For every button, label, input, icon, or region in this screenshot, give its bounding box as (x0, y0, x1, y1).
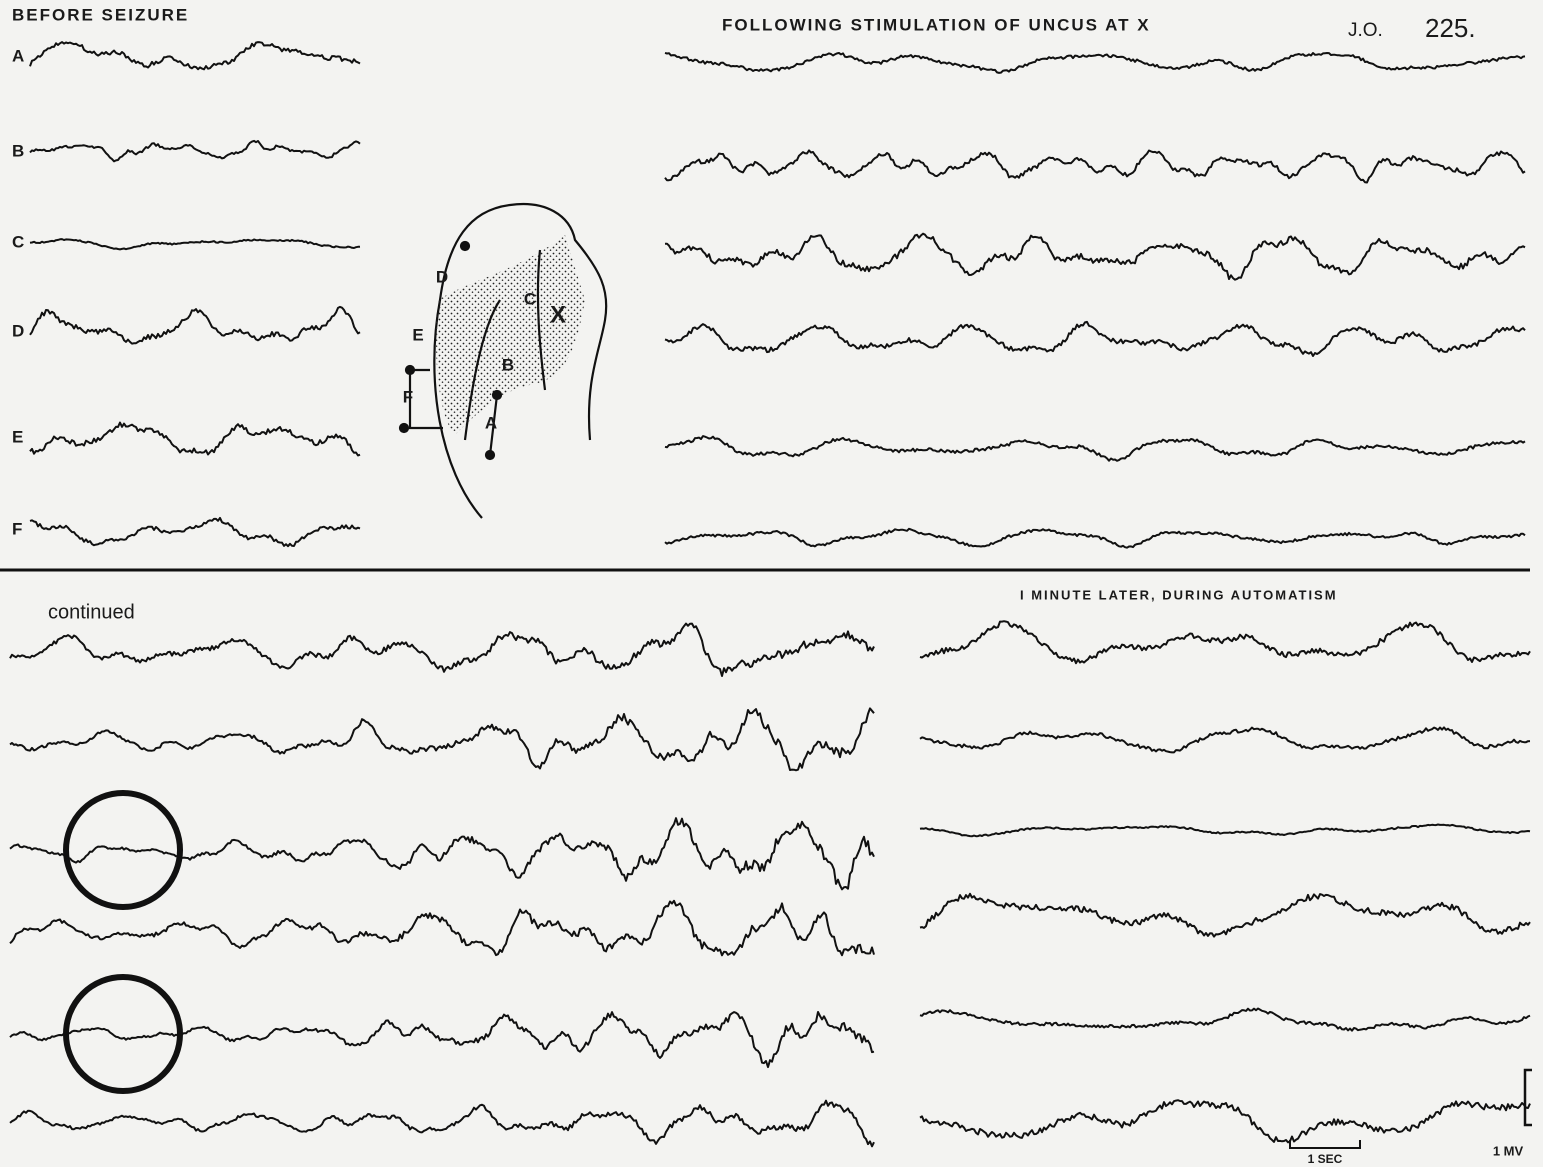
diagram-label: D (436, 267, 448, 286)
eeg-trace (919, 620, 1531, 665)
eeg-trace (29, 41, 361, 71)
eeg-trace (9, 622, 875, 677)
eeg-trace (29, 421, 361, 457)
eeg-trace (9, 1011, 875, 1069)
sulcus (463, 299, 501, 441)
stippled-area (435, 235, 585, 435)
continued-title: continued (48, 601, 135, 623)
diagram-label: E (412, 325, 423, 344)
eeg-trace (664, 232, 1526, 281)
channel-label: C (12, 232, 24, 251)
electrode (484, 449, 496, 461)
diagram-label: C (524, 289, 536, 308)
diagram-label: F (403, 387, 413, 406)
eeg-trace (664, 320, 1526, 357)
electrode (491, 389, 503, 401)
diagram-label: X (550, 301, 566, 328)
following-title: FOLLOWING STIMULATION OF UNCUS AT X (722, 15, 1151, 34)
later-title: I MINUTE LATER, DURING AUTOMATISM (1020, 587, 1338, 602)
sulcus (536, 249, 547, 391)
eeg-trace (919, 892, 1531, 938)
time-scale-label: 1 SEC (1308, 1152, 1343, 1166)
voltage-scale-label: 1 MV (1493, 1143, 1524, 1158)
eeg-trace (919, 726, 1531, 754)
eeg-trace (29, 305, 361, 345)
eeg-trace (9, 817, 875, 891)
eeg-trace (919, 823, 1531, 838)
case-initials: J.O. (1348, 20, 1383, 41)
eeg-trace (9, 707, 875, 772)
electrode (459, 240, 471, 252)
voltage-scale-bar (1523, 1068, 1532, 1127)
brain-diagram (398, 202, 608, 519)
eeg-trace (9, 899, 875, 957)
eeg-trace (664, 149, 1526, 184)
channel-label: F (12, 519, 22, 538)
outline (433, 202, 608, 519)
before-title: BEFORE SEIZURE (12, 5, 189, 24)
eeg-trace (664, 527, 1526, 549)
electrode (404, 364, 416, 376)
eeg-trace (29, 139, 361, 163)
eeg-trace (29, 238, 361, 251)
eeg-trace (664, 51, 1526, 74)
highlight-circle (63, 790, 183, 910)
diagram-label: B (502, 355, 514, 374)
eeg-trace (9, 1099, 875, 1148)
channel-label: E (12, 427, 23, 446)
eeg-trace (919, 1099, 1531, 1144)
eeg-trace (919, 1007, 1531, 1032)
diagram-label: A (485, 413, 497, 432)
channel-label: B (12, 141, 24, 160)
channel-label: D (12, 321, 24, 340)
time-scale-bar (1289, 1140, 1361, 1149)
case-number: 225. (1425, 13, 1476, 43)
eeg-trace (664, 435, 1526, 462)
channel-label: A (12, 46, 24, 65)
eeg-trace (29, 516, 361, 548)
electrode (398, 422, 410, 434)
